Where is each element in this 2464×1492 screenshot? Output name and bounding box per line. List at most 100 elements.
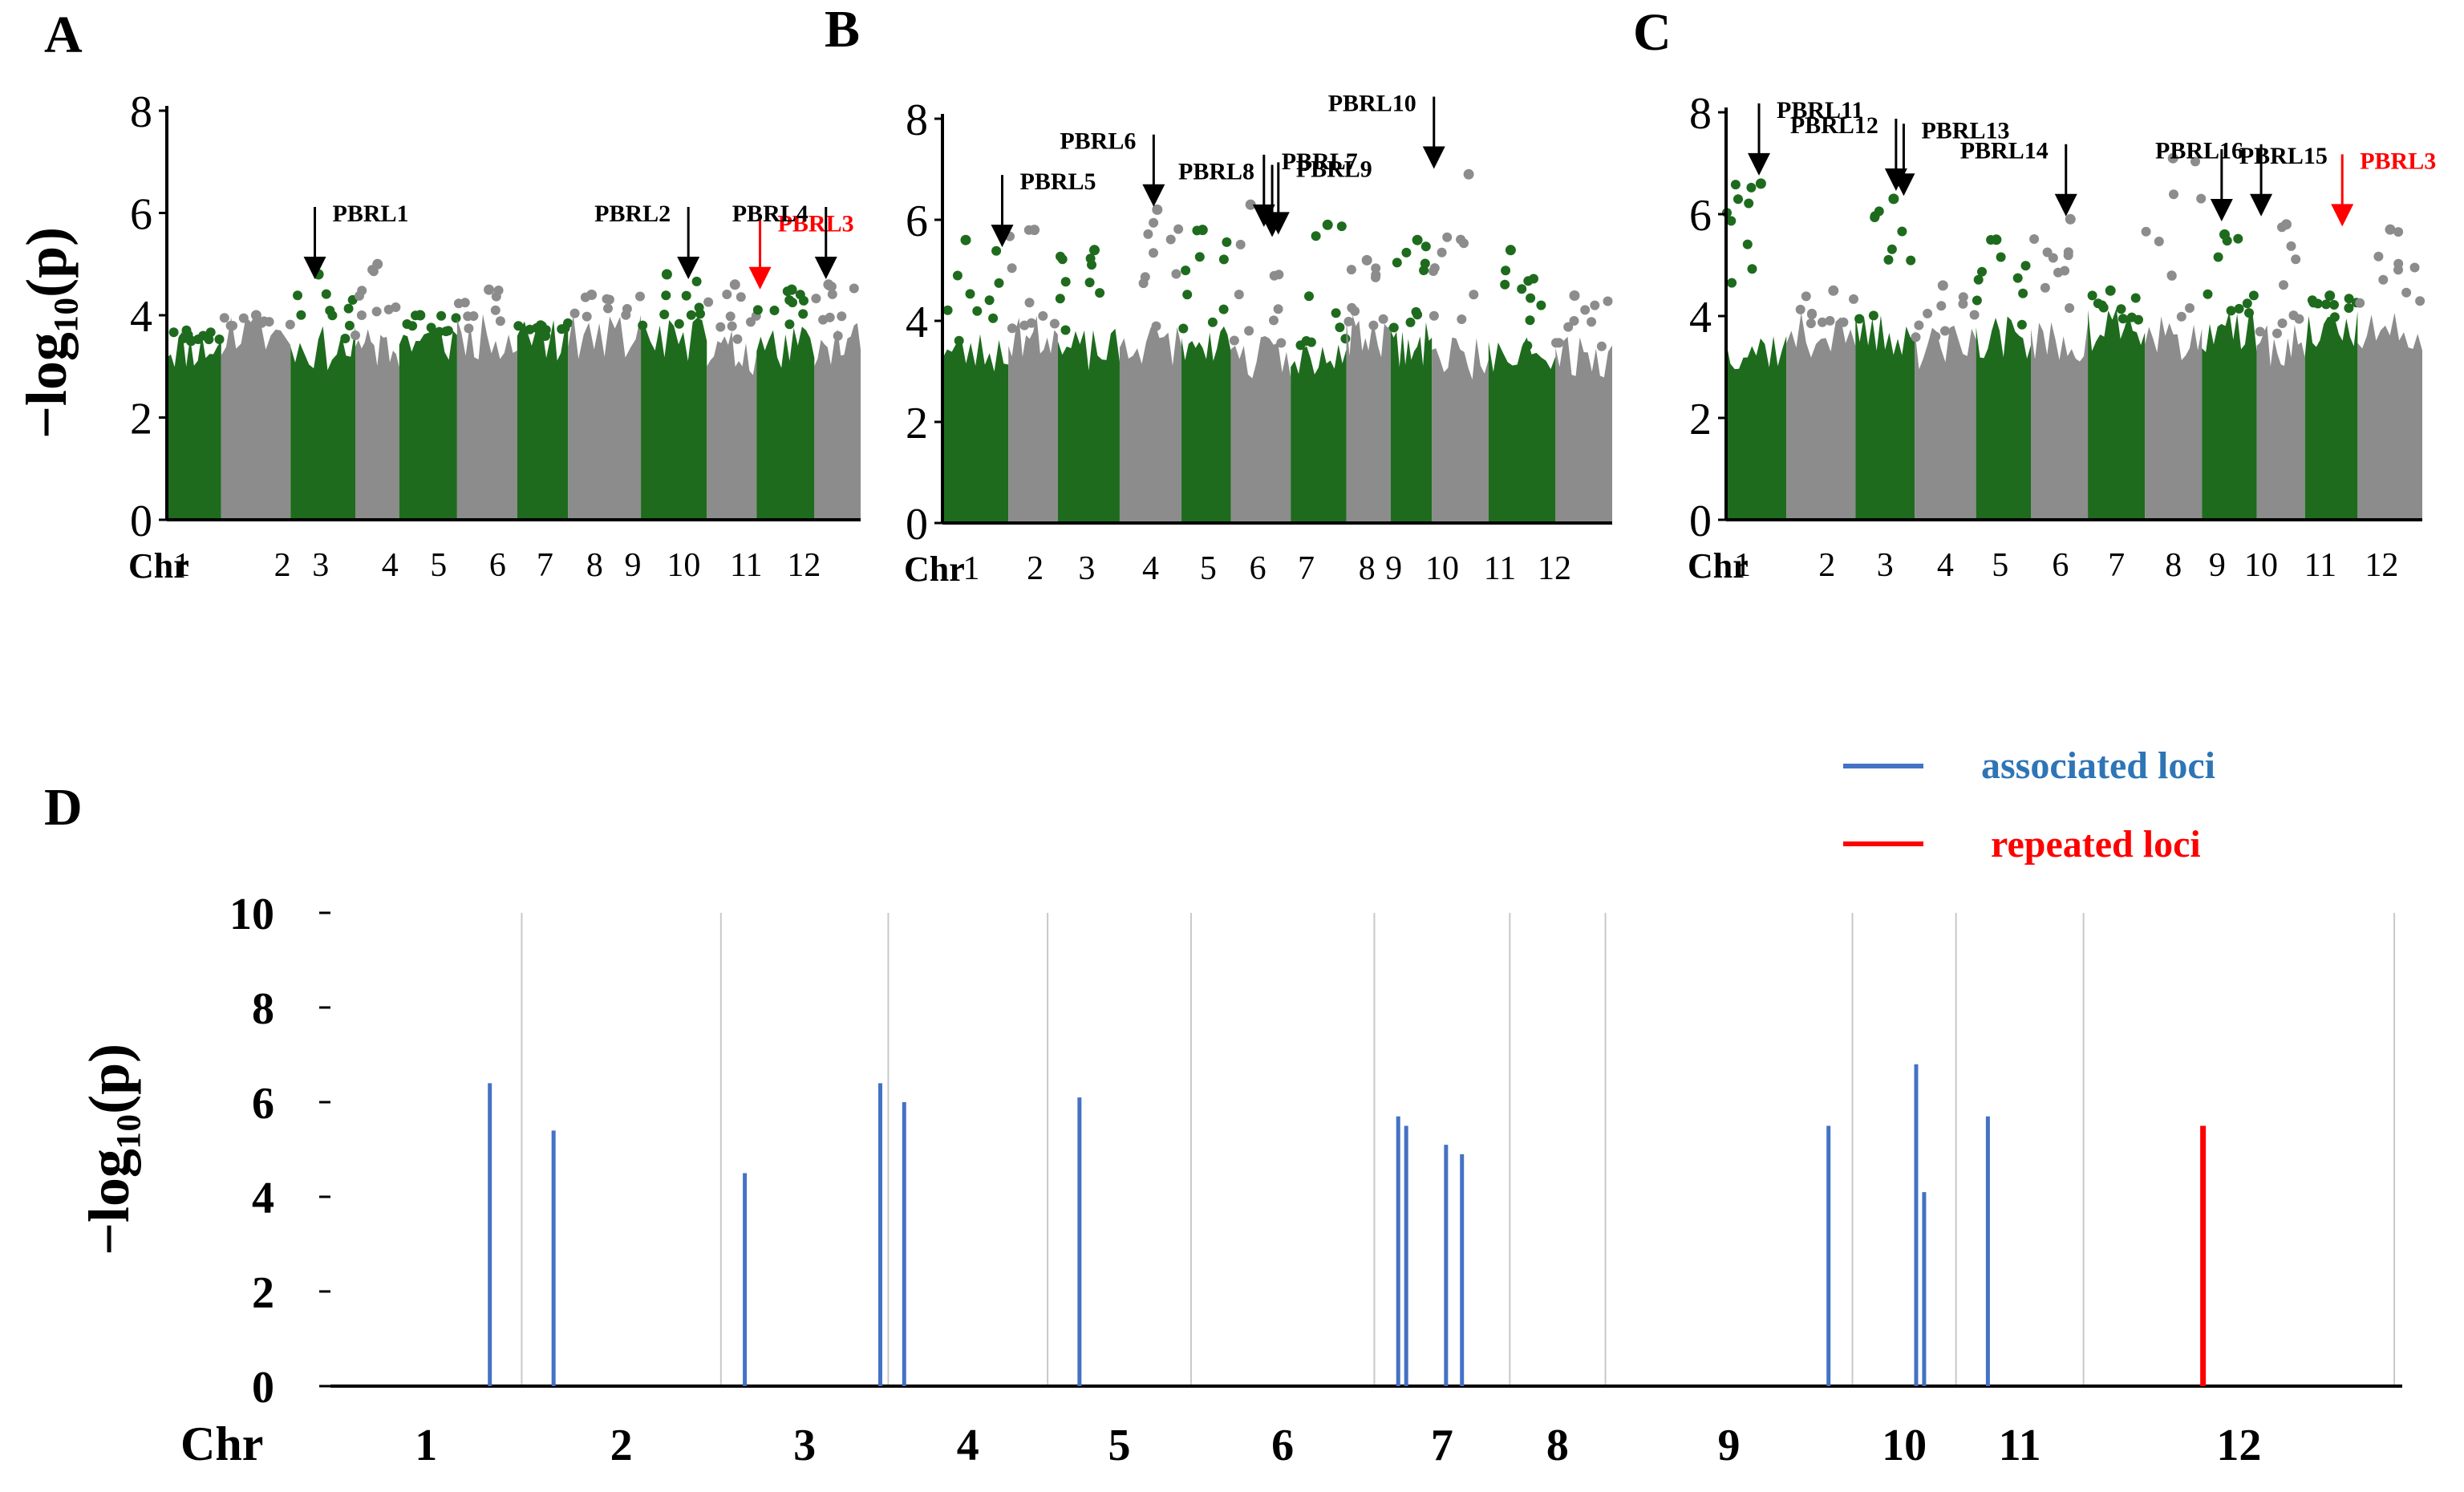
- snp-point: [1801, 291, 1811, 302]
- snp-point: [746, 317, 756, 327]
- snp-point: [1500, 279, 1510, 290]
- chr-block-12: [2357, 312, 2422, 520]
- x-tick-label-chr-5: 5: [1992, 547, 2008, 584]
- snp-point: [1269, 315, 1279, 326]
- snp-point: [1229, 335, 1239, 346]
- snp-point: [2196, 193, 2207, 204]
- snp-point: [984, 295, 995, 306]
- chr-block-8: [2145, 316, 2203, 520]
- snp-point: [436, 310, 447, 321]
- chr-block-11: [2304, 310, 2358, 520]
- annotation-arrow-head: [991, 225, 1014, 248]
- snp-point: [1336, 221, 1347, 232]
- annotation-label-pbrl7: PBRL7: [1282, 148, 1358, 175]
- snp-point: [1587, 317, 1597, 327]
- annotation-arrow-head: [2250, 193, 2273, 217]
- snp-point: [1854, 314, 1865, 324]
- snp-point: [2415, 296, 2426, 306]
- snp-point: [691, 276, 702, 286]
- snp-point: [603, 303, 613, 314]
- panel-a-y-axis-label: −log₁₀(p): [14, 227, 79, 439]
- chr-block-10: [1432, 337, 1489, 523]
- snp-point: [491, 291, 501, 302]
- chr-block-9: [641, 317, 707, 520]
- chr-block-10: [707, 330, 757, 520]
- snp-point: [1746, 182, 1757, 193]
- snp-point: [582, 311, 592, 322]
- snp-point: [490, 305, 500, 315]
- snp-peak-point: [372, 258, 383, 270]
- snp-point: [1392, 257, 1402, 268]
- x-tick-label-chr-1: 1: [962, 550, 979, 587]
- snp-point: [463, 311, 473, 322]
- snp-point: [343, 303, 354, 314]
- snp-point: [799, 295, 808, 306]
- snp-peak-point: [1029, 225, 1040, 236]
- snp-point: [1060, 277, 1071, 287]
- snp-point: [2244, 308, 2254, 318]
- snp-point: [1371, 272, 1380, 282]
- chr-block-3: [1855, 315, 1915, 520]
- snp-point: [321, 289, 331, 299]
- x-tick-label-chr-11: 11: [1999, 1421, 2041, 1470]
- snp-peak-point: [1089, 245, 1100, 256]
- snp-point: [1874, 206, 1884, 217]
- snp-point: [2213, 252, 2223, 262]
- x-tick-label-chr-3: 3: [1877, 547, 1894, 584]
- snp-point: [2185, 303, 2194, 313]
- snp-point: [2409, 262, 2420, 273]
- snp-point: [1343, 316, 1354, 326]
- snp-point: [296, 310, 306, 320]
- snp-point: [1171, 269, 1181, 279]
- snp-peak-point: [661, 269, 672, 280]
- panel-c-letter: C: [1633, 3, 1672, 62]
- snp-point: [952, 270, 962, 281]
- snp-point: [2248, 290, 2259, 301]
- snp-point: [638, 320, 648, 330]
- snp-point: [1849, 294, 1858, 304]
- x-tick-label-chr-2: 2: [1027, 550, 1044, 587]
- snp-point: [727, 321, 737, 331]
- annotation-arrow-head: [1422, 146, 1445, 169]
- snp-point: [2233, 233, 2243, 244]
- snp-point: [725, 311, 736, 322]
- x-tick-label-chr-8: 8: [1359, 550, 1376, 587]
- x-tick-label-chr-8: 8: [586, 547, 603, 584]
- snp-point: [833, 330, 843, 341]
- snp-point: [205, 327, 216, 338]
- snp-point: [1143, 229, 1153, 239]
- y-tick-label: 6: [906, 197, 928, 246]
- chr-block-4: [355, 329, 399, 520]
- snp-peak-point: [1197, 225, 1208, 236]
- annotation-label-pbrl11: PBRL11: [1777, 97, 1863, 124]
- snp-point: [1923, 308, 1933, 318]
- chr-block-9: [2202, 311, 2257, 520]
- snp-point: [1084, 278, 1095, 288]
- snp-point: [1501, 266, 1511, 276]
- y-tick-label: 8: [130, 87, 152, 137]
- snp-peak-point: [415, 310, 426, 321]
- snp-point: [1420, 241, 1431, 252]
- chr-block-8: [1346, 314, 1391, 523]
- snp-point: [1868, 310, 1878, 321]
- snp-peak-point: [586, 290, 598, 300]
- snp-point: [2378, 274, 2389, 285]
- snp-point: [1733, 194, 1743, 205]
- snp-point: [1038, 310, 1048, 321]
- snp-point: [1526, 293, 1536, 303]
- snp-point: [464, 323, 474, 334]
- snp-peak-point: [1412, 234, 1423, 245]
- snp-point: [1825, 315, 1835, 326]
- snp-peak-point: [1828, 285, 1839, 296]
- snp-peak-point: [484, 284, 495, 295]
- chr-block-3: [1057, 328, 1120, 523]
- snp-point: [659, 310, 670, 319]
- snp-peak-point: [540, 330, 551, 341]
- x-tick-label-chr-9: 9: [1718, 1421, 1741, 1470]
- annotation-arrow-head: [677, 256, 700, 279]
- snp-peak-point: [2167, 152, 2178, 164]
- snp-point: [1340, 334, 1351, 344]
- snp-point: [2020, 261, 2031, 271]
- chr-block-7: [517, 319, 569, 520]
